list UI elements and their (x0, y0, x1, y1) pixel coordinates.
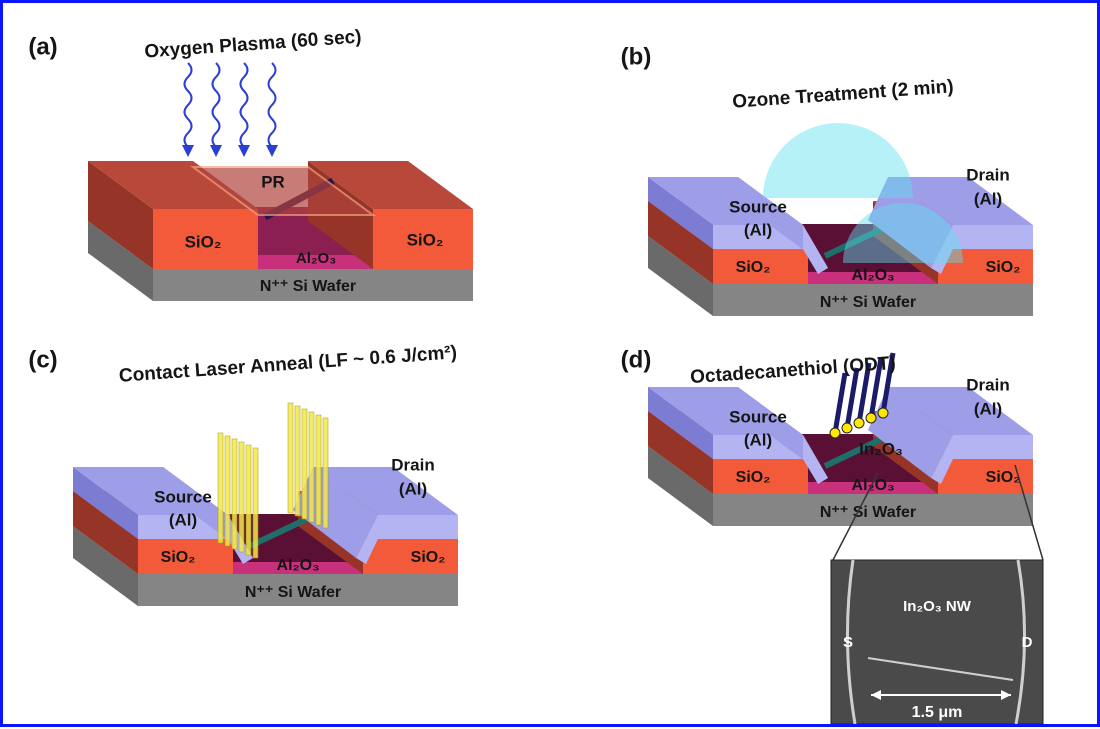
panel: Source (Al) Drain (Al) SiO₂ SiO₂ Al₂O₃ N⁺⁺ Si W… (648, 123, 1033, 316)
laser-beam (302, 409, 307, 519)
drain-electrode-front (953, 225, 1033, 249)
annotation: (Al) (744, 430, 772, 449)
laser-beam (288, 403, 293, 513)
odt-headgroup (854, 418, 864, 428)
odt-headgroup (842, 423, 852, 433)
annotation: SiO₂ (736, 259, 771, 276)
sem-image (831, 560, 1043, 724)
annotation: Source (729, 407, 787, 426)
panel: Source (Al) Drain (Al) SiO₂ SiO₂ Al₂O₃ N⁺⁺ Si W… (73, 403, 458, 606)
panel-title: Oxygen Plasma (60 sec) (144, 26, 363, 62)
annotation: (Al) (974, 399, 1002, 418)
plasma-arrow (269, 63, 276, 147)
sem-text: S (843, 634, 853, 651)
panel-label: (b) (621, 43, 652, 70)
annotation: Al₂O₃ (277, 557, 320, 574)
laser-beam (253, 448, 258, 558)
sem-text: D (1022, 634, 1033, 651)
annotation: N⁺⁺ Si Wafer (820, 294, 916, 311)
annotation: (Al) (744, 220, 772, 239)
diagram: PR SiO₂ SiO₂ Al₂O₃ N⁺⁺ Si Wafer (a) Oxygen Pla… (3, 3, 1097, 724)
figure: PR SiO₂ SiO₂ Al₂O₃ N⁺⁺ Si Wafer (a) Oxygen Pla… (0, 0, 1100, 727)
annotation: SiO₂ (986, 259, 1021, 276)
sem-text: In₂O₃ NW (903, 598, 972, 615)
annotation: PR (261, 172, 285, 191)
laser-beam (323, 418, 328, 528)
annotation: SiO₂ (736, 469, 771, 486)
annotation: (Al) (974, 189, 1002, 208)
drain-electrode-front (378, 515, 458, 539)
annotation: SiO₂ (411, 549, 446, 566)
panel-label: (a) (28, 33, 57, 60)
panel-title: Ozone Treatment (2 min) (732, 76, 955, 112)
annotation: (Al) (169, 510, 197, 529)
plasma-arrowhead (182, 145, 194, 157)
panel-title: Contact Laser Anneal (LF ~ 0.6 J/cm²) (118, 342, 457, 387)
annotation: SiO₂ (986, 469, 1021, 486)
laser-beam (246, 445, 251, 555)
laser-beam (295, 406, 300, 516)
odt-headgroup (878, 408, 888, 418)
plasma-arrow (213, 63, 220, 147)
sem-text: 1.5 μm (912, 704, 963, 721)
laser-beam (309, 412, 314, 522)
annotation: Drain (966, 165, 1009, 184)
odt-headgroup (830, 428, 840, 438)
annotation: Drain (391, 455, 434, 474)
annotation: SiO₂ (185, 232, 222, 251)
laser-beam (218, 433, 223, 543)
laser-beam (232, 439, 237, 549)
annotation: SiO₂ (161, 549, 196, 566)
plasma-arrowhead (238, 145, 250, 157)
plasma-arrowhead (210, 145, 222, 157)
panel-label: (d) (621, 346, 652, 373)
annotation: In₂O₃ (859, 439, 903, 458)
annotation: Source (729, 197, 787, 216)
plasma-arrow (241, 63, 248, 147)
annotation: N⁺⁺ Si Wafer (245, 584, 341, 601)
panel-label: (c) (28, 346, 57, 373)
plasma-arrowhead (266, 145, 278, 157)
drain-electrode-front (953, 435, 1033, 459)
plasma-arrow (185, 63, 192, 147)
odt-headgroup (866, 413, 876, 423)
annotation: Drain (966, 375, 1009, 394)
laser-beam (225, 436, 230, 546)
annotation: N⁺⁺ Si Wafer (820, 504, 916, 521)
annotation: N⁺⁺ Si Wafer (260, 278, 356, 295)
laser-beam (316, 415, 321, 525)
laser-beam (239, 442, 244, 552)
annotation: SiO₂ (407, 230, 444, 249)
annotation: Al₂O₃ (296, 250, 336, 267)
annotation: Al₂O₃ (852, 267, 895, 284)
annotation: Source (154, 487, 212, 506)
ozone-dome (763, 123, 913, 198)
annotation: (Al) (399, 479, 427, 498)
panel: PR SiO₂ SiO₂ Al₂O₃ N⁺⁺ Si Wafer (88, 63, 473, 301)
annotation: Al₂O₃ (852, 477, 895, 494)
